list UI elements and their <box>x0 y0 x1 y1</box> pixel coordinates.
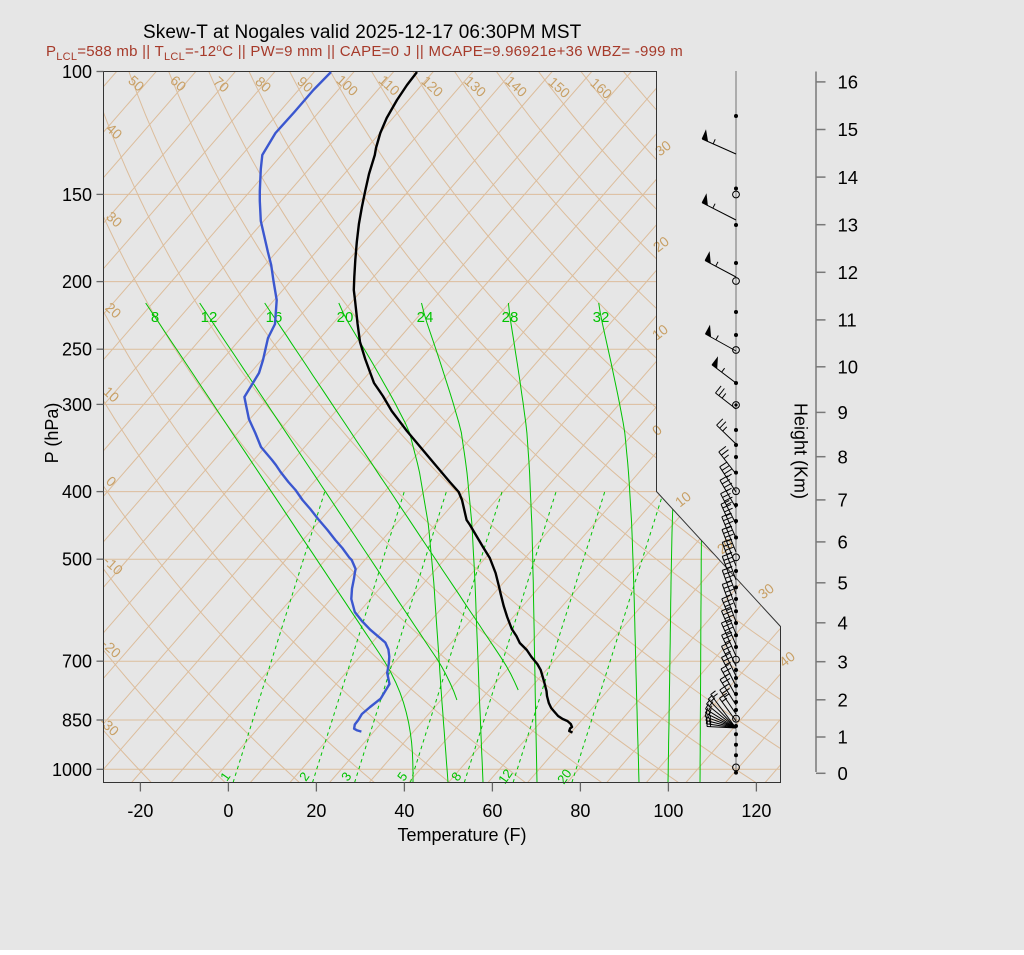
svg-text:P (hPa): P (hPa) <box>42 403 62 464</box>
svg-text:13: 13 <box>838 214 859 235</box>
svg-text:8: 8 <box>151 309 159 326</box>
svg-text:40: 40 <box>394 801 414 821</box>
svg-text:-20: -20 <box>127 801 153 821</box>
svg-text:250: 250 <box>62 340 92 360</box>
svg-text:Temperature (F): Temperature (F) <box>397 825 526 845</box>
svg-text:5: 5 <box>838 573 848 594</box>
svg-text:14: 14 <box>838 167 859 188</box>
svg-text:20: 20 <box>306 801 326 821</box>
svg-text:300: 300 <box>62 395 92 415</box>
svg-text:100: 100 <box>653 801 683 821</box>
svg-text:120: 120 <box>741 801 771 821</box>
svg-text:2: 2 <box>838 690 848 711</box>
svg-text:850: 850 <box>62 711 92 731</box>
svg-text:Skew-T at Nogales valid 2025-1: Skew-T at Nogales valid 2025-12-17 06:30… <box>143 22 582 43</box>
svg-text:80: 80 <box>570 801 590 821</box>
svg-text:6: 6 <box>838 532 848 553</box>
svg-text:0: 0 <box>838 763 848 784</box>
svg-text:500: 500 <box>62 550 92 570</box>
svg-text:400: 400 <box>62 482 92 502</box>
svg-text:9: 9 <box>838 402 848 423</box>
svg-text:12: 12 <box>201 309 218 326</box>
svg-text:700: 700 <box>62 652 92 672</box>
svg-text:12: 12 <box>838 262 859 283</box>
svg-text:32: 32 <box>593 309 610 326</box>
svg-text:Height (Km): Height (Km) <box>791 403 811 499</box>
svg-text:10: 10 <box>838 357 859 378</box>
svg-text:8: 8 <box>838 446 848 467</box>
svg-text:3: 3 <box>838 651 848 672</box>
svg-text:7: 7 <box>838 490 848 511</box>
svg-text:16: 16 <box>838 72 859 93</box>
svg-text:11: 11 <box>838 310 857 331</box>
svg-text:1: 1 <box>838 727 848 748</box>
svg-text:0: 0 <box>223 801 233 821</box>
svg-text:24: 24 <box>417 309 434 326</box>
svg-text:1000: 1000 <box>52 760 92 780</box>
svg-text:200: 200 <box>62 272 92 292</box>
svg-text:60: 60 <box>482 801 502 821</box>
svg-text:150: 150 <box>62 185 92 205</box>
svg-text:100: 100 <box>62 62 92 82</box>
svg-text:20: 20 <box>337 309 354 326</box>
svg-text:28: 28 <box>502 309 519 326</box>
svg-text:15: 15 <box>838 119 859 140</box>
svg-text:4: 4 <box>838 613 848 634</box>
